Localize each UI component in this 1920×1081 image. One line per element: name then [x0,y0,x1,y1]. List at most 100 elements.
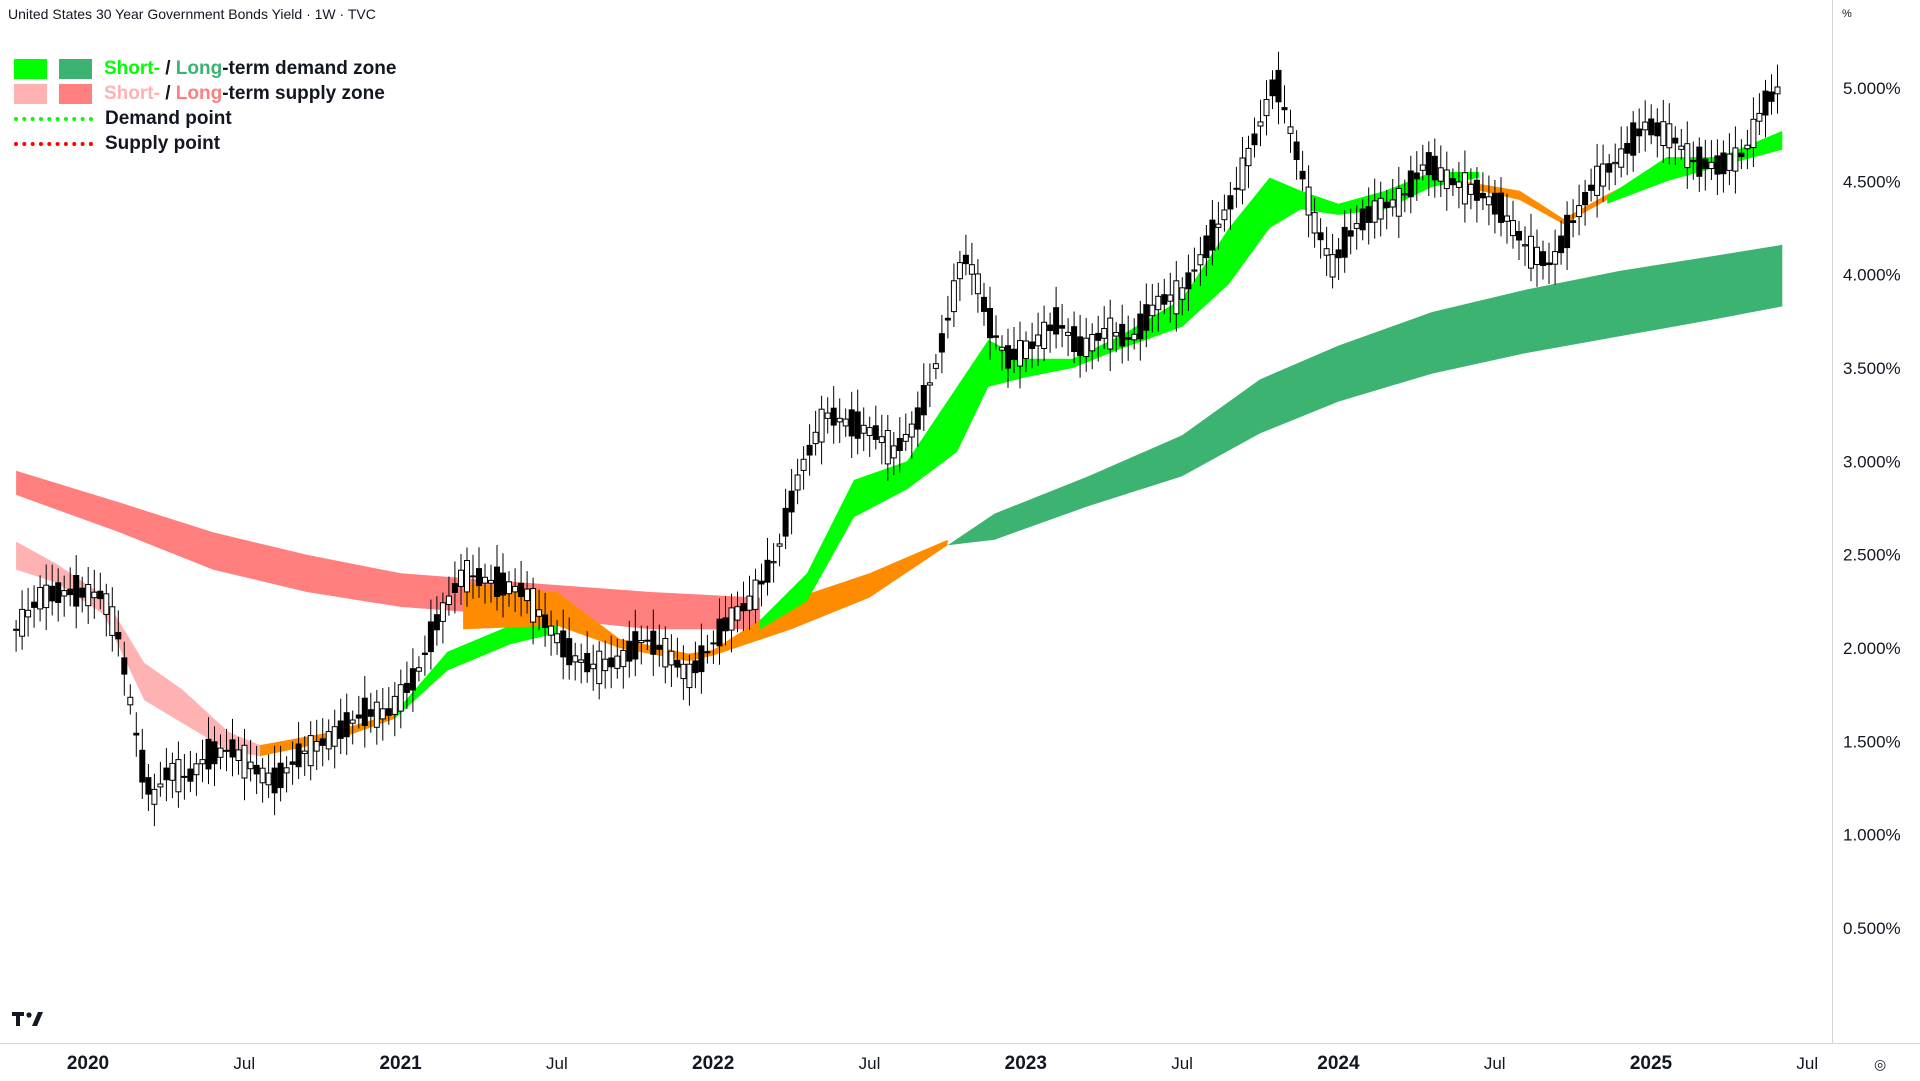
candle-body [884,430,891,465]
legend-supply-zone: Short- / Long -term supply zone [14,81,396,106]
candle-body [115,632,122,640]
legend-supply-short: Short- [104,83,160,104]
candle-body [373,701,380,728]
candle-body [782,507,789,537]
candle-body [1155,295,1162,311]
candle-body [993,335,999,338]
candle-body [794,474,801,491]
candle-body [163,767,170,781]
candle-body [1233,187,1240,190]
candle-body [1077,336,1084,356]
candle-body [1455,181,1462,188]
candle-body [1023,340,1029,359]
candle-body [1281,107,1288,111]
candle-body [956,262,963,280]
candle-body [590,663,597,670]
candle-body [193,763,200,776]
x-tick-label: 2022 [692,1053,734,1074]
candle-body [500,572,506,596]
candle-body [409,668,416,691]
tradingview-logo-icon[interactable] [12,1010,46,1034]
candle-body [470,575,476,578]
candle-body [1510,220,1516,237]
candle-body [1089,334,1096,352]
candle-body [1534,246,1540,266]
candle-body [1167,294,1174,302]
candle-body [397,684,404,712]
candle-body [704,651,711,654]
legend-supply-sep: / [159,83,176,104]
x-tick-label: Jul [859,1054,881,1073]
candle-body [37,587,44,610]
candle-body [1552,251,1559,265]
candle-body [584,653,591,673]
candle-body [1395,187,1402,217]
candle-body [1762,90,1769,116]
candle-body [367,709,374,717]
price-axis[interactable] [1832,0,1920,1043]
candle-body [19,608,26,637]
candle-body [1263,99,1270,117]
candle-body [458,569,464,587]
y-tick-label: 2.500% [1843,546,1901,565]
candle-body [1131,333,1138,341]
candle-body [608,657,615,668]
legend-demand-short: Short- [104,58,160,79]
candle-body [926,382,933,386]
gear-icon[interactable]: ◎ [1874,1056,1887,1072]
candle-body [1035,334,1042,347]
candle-body [1774,86,1781,95]
candle-body [433,614,440,631]
candle-body [614,655,621,669]
candle-body [938,333,945,353]
candle-body [1624,143,1631,154]
candle-body [800,458,807,471]
candle-body [548,625,555,636]
candle-body [1017,340,1023,367]
candle-body [824,412,831,419]
candle-body [566,638,573,666]
candle-body [668,650,675,666]
candle-body [1419,164,1426,171]
candle-body [25,609,32,618]
candle-body [1576,205,1583,218]
candle-body [1005,345,1011,369]
candle-body [1317,232,1324,241]
candle-body [1491,192,1498,215]
candle-body [1095,332,1102,341]
candle-body [518,582,525,598]
candle-body [31,601,38,608]
candle-body [818,408,825,443]
time-axis[interactable] [0,1043,1920,1081]
y-tick-label: 1.000% [1843,826,1901,845]
candle-body [43,584,50,609]
candle-body [1287,126,1294,134]
candle-body [914,407,921,430]
legend-supply-long: Long [175,83,223,104]
candle-body [806,444,813,456]
candle-body [1714,155,1721,175]
candle-body [776,543,783,547]
candle-body [1119,323,1126,347]
candle-body [902,434,909,442]
candle-body [1612,161,1619,165]
y-tick-label: 2.000% [1843,639,1901,658]
candle-body [1305,186,1312,216]
y-tick-label: 3.500% [1843,359,1901,378]
legend: Short- / Long -term demand zone Short- / … [14,56,396,156]
candle-body [464,560,470,593]
candle-body [728,607,735,631]
candle-body [1101,328,1108,339]
candle-body [1215,223,1222,228]
candle-body [1347,230,1354,237]
candle-body [319,738,326,746]
candle-body [1413,172,1420,180]
candle-body [49,585,56,602]
candle-body [1389,199,1396,208]
candle-body [1203,235,1210,259]
candle-body [1528,235,1534,269]
candle-body [439,602,446,622]
candle-body [1011,348,1017,360]
candle-body [229,739,236,758]
